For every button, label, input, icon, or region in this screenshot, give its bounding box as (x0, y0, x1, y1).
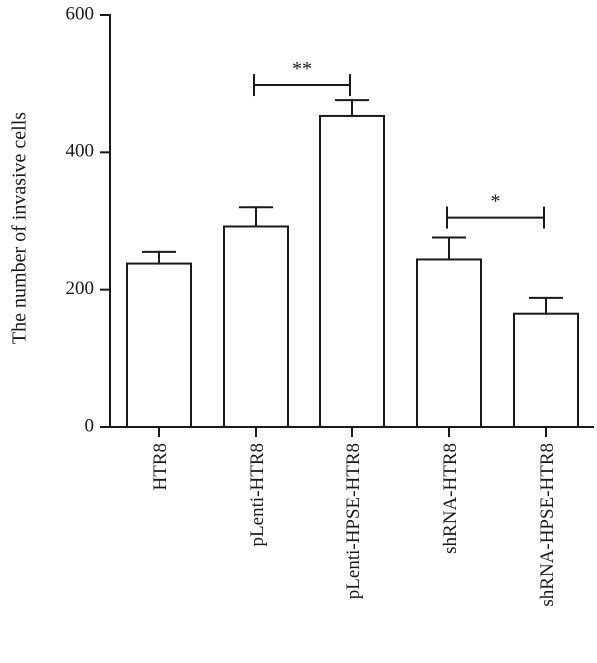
significance-label: * (491, 191, 501, 213)
x-category-label: pLenti-HPSE-HTR8 (343, 443, 364, 599)
y-axis-title: The number of invasive cells (9, 112, 31, 344)
bar-2 (223, 225, 289, 428)
y-tick-label: 600 (66, 3, 95, 24)
x-category-label: HTR8 (150, 443, 171, 491)
category-labels: HTR8 pLenti-HTR8 pLenti-HPSE-HTR8 shRNA-HTR… (150, 443, 558, 607)
bar-3 (319, 114, 385, 428)
x-category-label: shRNA-HTR8 (440, 443, 461, 554)
significance-brackets: *** (253, 58, 545, 229)
error-bars (142, 99, 563, 315)
y-tick-label: 400 (66, 141, 95, 162)
bar-4 (416, 258, 482, 428)
x-category-label: shRNA-HPSE-HTR8 (537, 443, 558, 607)
bar-1 (126, 262, 192, 428)
bar-5 (513, 312, 579, 429)
y-tick-label: 0 (85, 415, 95, 436)
significance-label: ** (292, 58, 312, 80)
bars (126, 114, 579, 429)
axes: 0 200 400 600 (66, 3, 594, 437)
y-tick-label: 200 (66, 278, 95, 299)
x-category-label: pLenti-HTR8 (247, 443, 268, 546)
